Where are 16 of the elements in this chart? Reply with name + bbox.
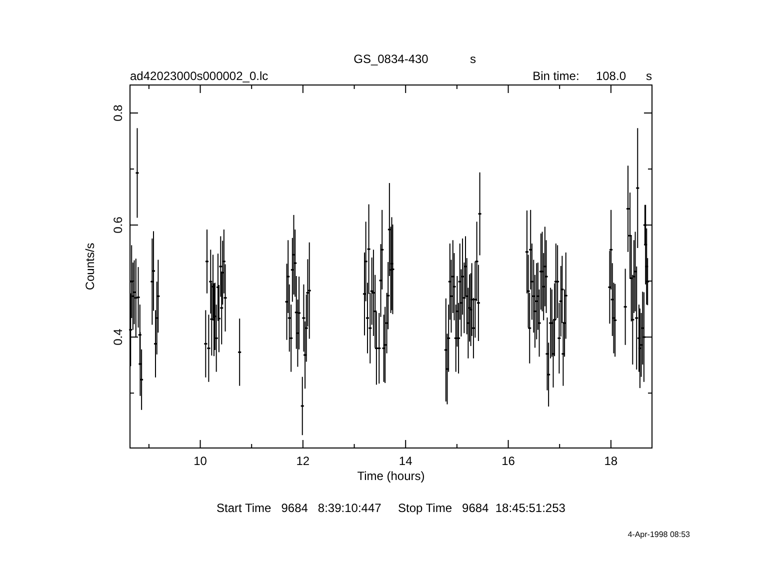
y-tick-label: 0.8: [111, 104, 125, 122]
text: 4-Apr-1998 08:53: [628, 530, 691, 539]
text: s: [470, 52, 476, 66]
x-tick-label: 12: [296, 454, 310, 468]
chart-subtitle: ad42023000s000002_0.lc: [130, 69, 268, 83]
x-tick-label: 18: [604, 454, 618, 468]
y-axis-title: Counts/s: [83, 242, 97, 290]
y-tick-label: 0.6: [111, 216, 125, 234]
x-axis-title: Time (hours): [357, 469, 425, 483]
x-tick-label: 16: [502, 454, 516, 468]
x-tick-label: 10: [194, 454, 208, 468]
text: Start Time 9684 8:39:10:447 Stop Time 9684 18:45:51:253: [216, 501, 566, 515]
chart-title: GS_0834-430: [354, 52, 429, 66]
text: Bin time: 108.0 s: [532, 69, 652, 83]
y-tick-label: 0.4: [111, 328, 125, 346]
x-tick-label: 14: [398, 454, 413, 468]
